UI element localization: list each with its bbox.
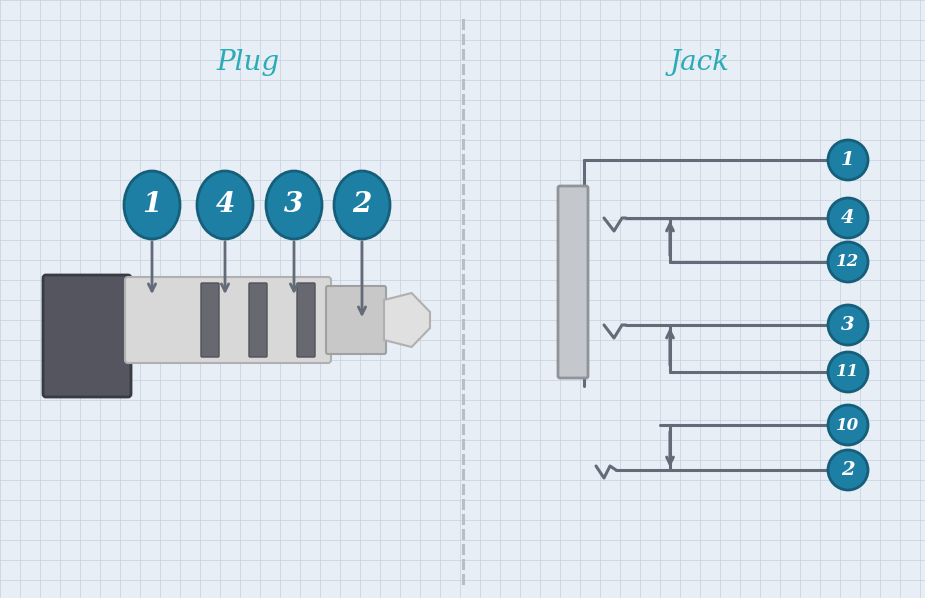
Circle shape <box>828 305 868 345</box>
Circle shape <box>828 405 868 445</box>
Ellipse shape <box>197 171 253 239</box>
Text: 4: 4 <box>216 191 235 218</box>
FancyBboxPatch shape <box>249 283 267 357</box>
Text: 1: 1 <box>841 151 855 169</box>
Text: 11: 11 <box>836 364 859 380</box>
Ellipse shape <box>266 171 322 239</box>
Text: 3: 3 <box>284 191 303 218</box>
Circle shape <box>828 450 868 490</box>
Ellipse shape <box>124 171 180 239</box>
Ellipse shape <box>334 171 390 239</box>
Text: Jack: Jack <box>670 48 730 75</box>
Text: 2: 2 <box>352 191 372 218</box>
Circle shape <box>828 198 868 238</box>
FancyBboxPatch shape <box>297 283 315 357</box>
Text: Plug: Plug <box>216 48 279 75</box>
FancyBboxPatch shape <box>125 277 331 363</box>
Circle shape <box>828 140 868 180</box>
FancyBboxPatch shape <box>43 275 131 397</box>
Text: 2: 2 <box>841 461 855 479</box>
Polygon shape <box>384 293 430 347</box>
Circle shape <box>828 352 868 392</box>
Text: 1: 1 <box>142 191 162 218</box>
FancyBboxPatch shape <box>558 186 588 378</box>
Text: 10: 10 <box>836 416 859 434</box>
FancyBboxPatch shape <box>326 286 386 354</box>
Text: 4: 4 <box>841 209 855 227</box>
Text: 3: 3 <box>841 316 855 334</box>
Circle shape <box>828 242 868 282</box>
FancyBboxPatch shape <box>201 283 219 357</box>
Text: 12: 12 <box>836 254 859 270</box>
